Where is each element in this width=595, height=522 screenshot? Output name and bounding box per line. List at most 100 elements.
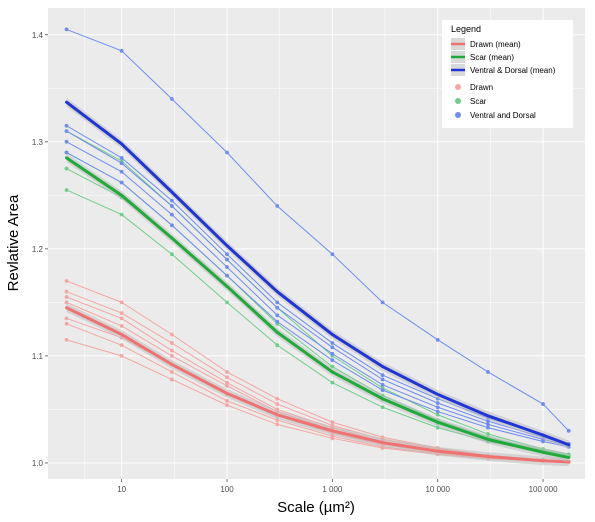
specimen-point — [64, 279, 69, 283]
specimen-point — [64, 150, 69, 155]
x-tick-label: 100 000 — [529, 485, 558, 494]
specimen-point — [275, 305, 280, 310]
mean-line — [65, 156, 571, 460]
mean-line — [65, 100, 571, 447]
specimen-point — [170, 332, 174, 337]
specimen-point — [225, 370, 229, 374]
specimen-point — [64, 337, 69, 342]
y-tick-label: 1.0 — [32, 459, 44, 468]
specimen-point — [170, 353, 174, 358]
specimen-point — [330, 436, 335, 441]
specimen-series-ventral-dorsal — [64, 150, 571, 449]
mean-curve-ventral-dorsal — [65, 97, 571, 450]
specimen-series-ventral-dorsal — [64, 27, 571, 433]
specimen-point — [330, 341, 335, 345]
specimen-point — [566, 428, 571, 433]
specimen-point — [275, 319, 280, 324]
specimen-point — [330, 351, 335, 356]
specimen-point — [64, 289, 69, 294]
specimen-point — [380, 377, 385, 382]
specimen-point — [541, 402, 545, 406]
specimen-point — [275, 422, 280, 427]
x-axis-ticks: 10 100 1 000 10 000 100 000 — [117, 479, 558, 494]
specimen-point — [64, 300, 69, 305]
y-tick-label: 1.2 — [32, 245, 44, 254]
specimen-point — [541, 439, 545, 444]
specimen-point — [170, 341, 174, 345]
specimen-point — [64, 123, 69, 128]
specimen-point — [225, 265, 229, 269]
legend-point-key — [455, 84, 461, 90]
specimen-point — [119, 353, 124, 358]
specimen-point — [380, 300, 385, 305]
specimen-point — [170, 223, 174, 228]
specimen-point — [119, 316, 124, 321]
specimen-point — [64, 295, 69, 299]
x-tick-label: 100 — [220, 485, 234, 494]
specimen-point — [225, 150, 229, 155]
y-tick-label: 1.4 — [32, 31, 44, 40]
x-tick-label: 10 000 — [425, 485, 450, 494]
mean-curve-scar — [65, 153, 571, 462]
y-tick-label: 1.1 — [32, 352, 44, 361]
specimen-point — [380, 373, 385, 378]
mean-curves-layer — [65, 97, 571, 467]
specimen-point — [225, 380, 229, 385]
specimen-point — [119, 212, 124, 217]
specimen-point — [435, 412, 440, 417]
mean-curve-drawn — [65, 303, 571, 467]
y-axis-ticks: 1.0 1.1 1.2 1.3 1.4 — [32, 31, 48, 468]
specimen-point — [119, 311, 124, 315]
specimen-point — [64, 139, 69, 144]
specimen-point — [64, 166, 69, 171]
legend-entries: Drawn (mean) Scar (mean) Ventral & Dorsal … — [451, 38, 556, 120]
specimen-series-ventral-dorsal — [64, 129, 571, 447]
legend-label: Drawn — [470, 83, 493, 92]
specimen-point — [330, 345, 335, 350]
specimen-point — [170, 198, 174, 203]
legend-entry: Drawn (mean) — [451, 38, 521, 50]
legend-point-key — [455, 98, 461, 104]
legend: Legend Drawn (mean) Scar (mean) Ventral & … — [442, 20, 573, 128]
specimen-point — [170, 370, 174, 374]
specimen-point — [225, 383, 229, 388]
specimen-point — [225, 398, 229, 403]
specimen-point — [64, 27, 69, 32]
specimen-point — [225, 403, 229, 408]
y-tick-label: 1.3 — [32, 138, 44, 147]
legend-label: Scar — [470, 97, 487, 106]
specimen-point — [275, 396, 280, 401]
specimen-point — [380, 382, 385, 387]
legend-title: Legend — [451, 24, 481, 34]
specimen-point — [119, 161, 124, 166]
x-axis-title: Scale (µm²) — [277, 499, 355, 516]
specimen-point — [435, 405, 440, 410]
specimen-point — [119, 48, 124, 53]
legend-point-key — [455, 112, 461, 118]
specimen-point — [225, 252, 229, 257]
specimen-point — [170, 212, 174, 217]
legend-label: Scar (mean) — [470, 53, 514, 62]
legend-label: Drawn (mean) — [470, 40, 521, 49]
specimen-point — [275, 343, 280, 348]
specimen-point — [170, 252, 174, 257]
specimen-point — [225, 257, 229, 262]
specimen-point — [64, 129, 69, 134]
specimen-point — [64, 321, 69, 326]
specimen-point — [435, 337, 440, 342]
x-tick-label: 1 000 — [322, 485, 343, 494]
legend-entry: Drawn — [455, 83, 493, 92]
legend-entry: Ventral and Dorsal — [455, 111, 536, 120]
specimen-point — [225, 300, 229, 305]
specimen-point — [435, 401, 440, 405]
legend-entry: Scar (mean) — [451, 51, 514, 63]
specimen-point — [275, 313, 280, 318]
specimen-point — [275, 402, 280, 406]
specimen-point — [119, 300, 124, 305]
specimen-point — [64, 316, 69, 321]
specimen-point — [225, 273, 229, 278]
specimen-point — [119, 343, 124, 348]
specimen-point — [380, 388, 385, 393]
specimen-point — [330, 420, 335, 425]
specimen-point — [486, 422, 490, 427]
